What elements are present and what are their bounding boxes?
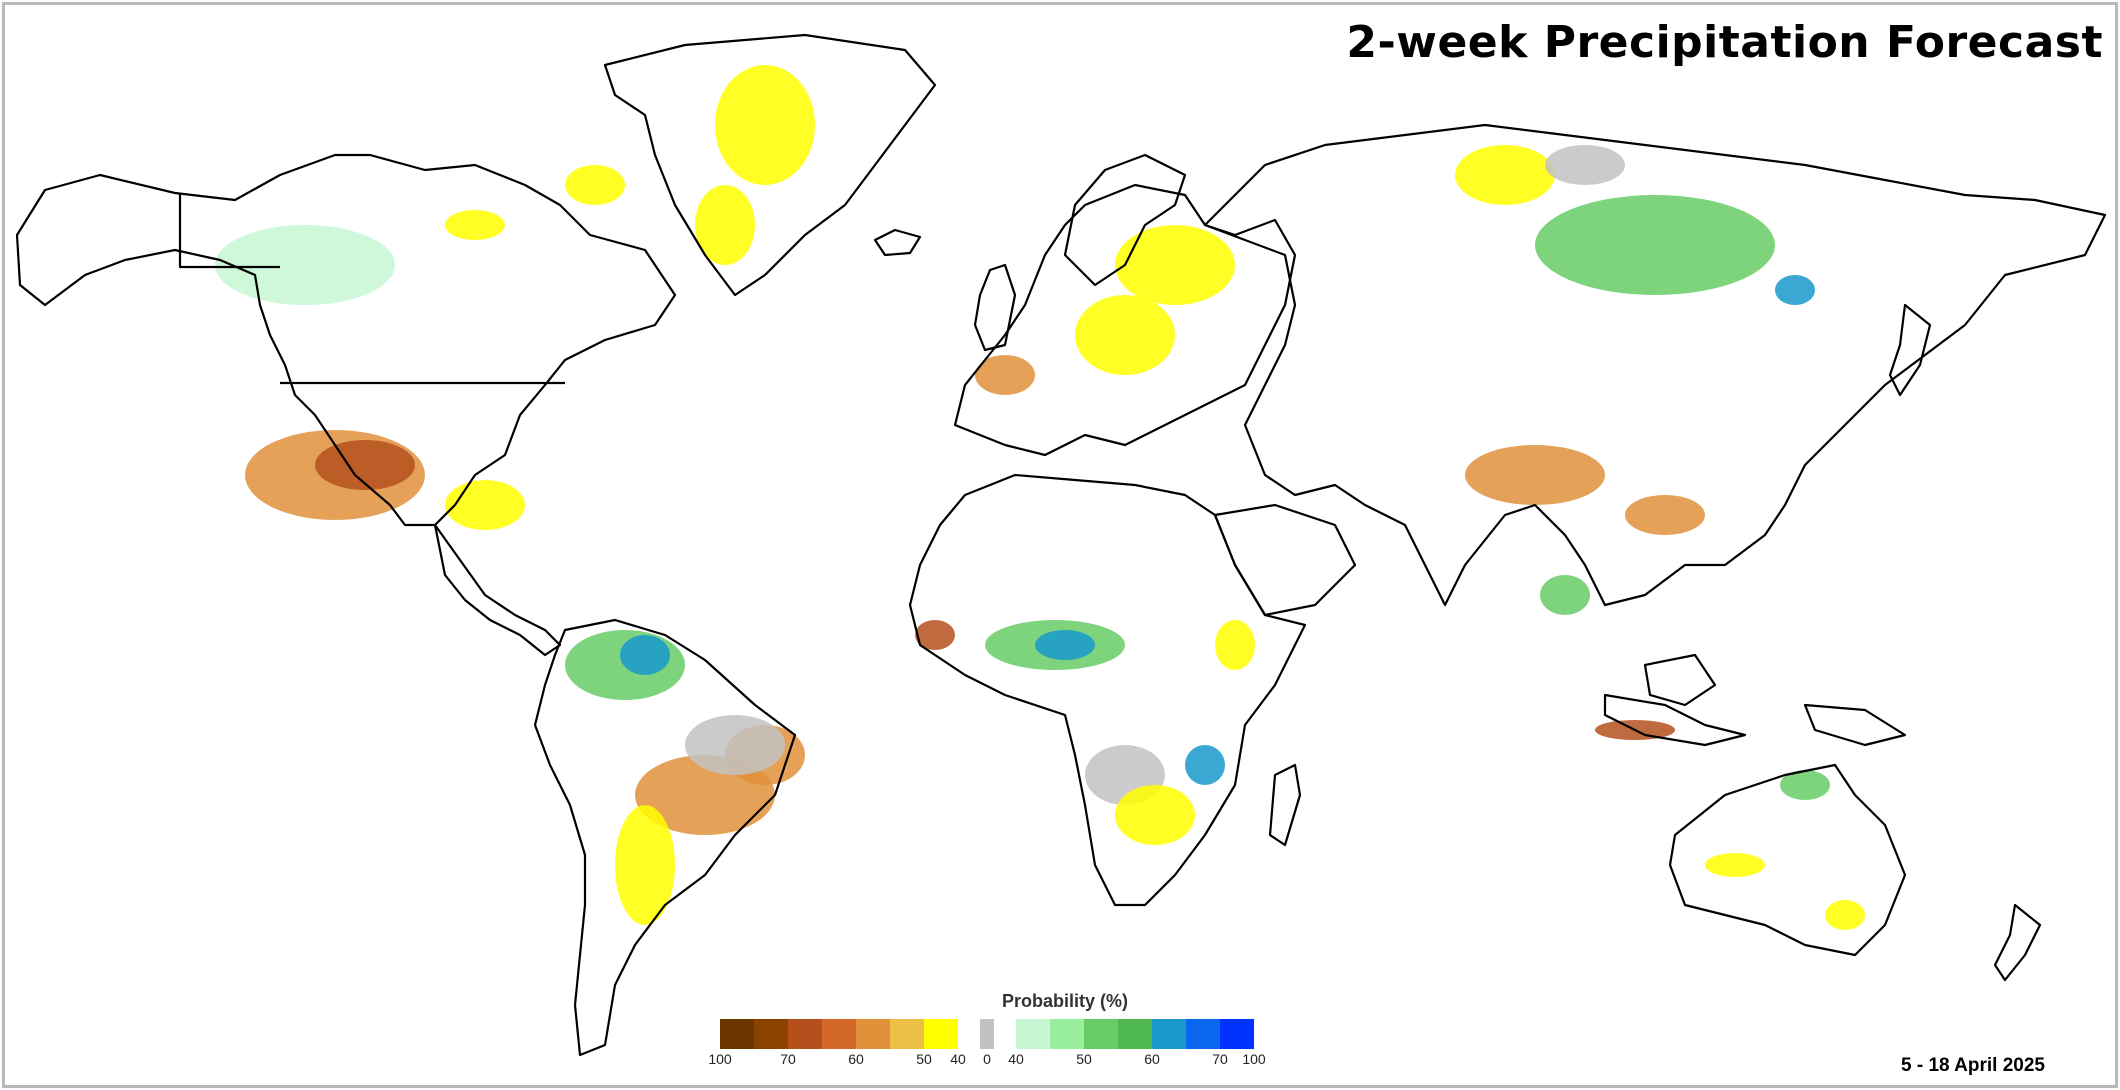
legend-neutral-cell — [980, 1019, 994, 1049]
legend-tick-label: 0 — [983, 1051, 991, 1067]
forecast-region — [695, 185, 755, 265]
forecast-region — [1075, 295, 1175, 375]
forecast-region — [1625, 495, 1705, 535]
forecast-region — [1705, 853, 1765, 877]
forecast-region — [1540, 575, 1590, 615]
legend-tick-label: 70 — [1212, 1051, 1228, 1067]
legend-color-cell — [1084, 1019, 1118, 1049]
forecast-region — [1545, 145, 1625, 185]
forecast-region — [565, 165, 625, 205]
arabian-peninsula-outline — [1213, 503, 1357, 617]
forecast-region — [715, 65, 815, 185]
legend-color-cell — [1016, 1019, 1050, 1049]
legend-tick-label: 60 — [848, 1051, 864, 1067]
forecast-region — [975, 355, 1035, 395]
new-guinea-outline — [1803, 703, 1907, 747]
legend-color-cell — [788, 1019, 822, 1049]
legend-tick-label: 40 — [1008, 1051, 1024, 1067]
coastline-layer — [15, 33, 2107, 1057]
legend-tick-label: 100 — [1242, 1051, 1266, 1067]
north-america-outline — [15, 153, 677, 527]
legend-color-cell — [822, 1019, 856, 1049]
new-zealand-outline — [1993, 903, 2042, 982]
forecast-region — [1780, 770, 1830, 800]
forecast-region — [1115, 785, 1195, 845]
legend-color-cell — [720, 1019, 754, 1049]
forecast-region — [1465, 445, 1605, 505]
australia-outline — [1668, 763, 1907, 957]
legend-tick-label: 50 — [1076, 1051, 1092, 1067]
madagascar-outline — [1268, 763, 1302, 847]
legend-color-cell — [1118, 1019, 1152, 1049]
forecast-region — [1185, 745, 1225, 785]
canada-us-border — [178, 193, 280, 269]
legend-color-cell — [754, 1019, 788, 1049]
forecast-region — [445, 480, 525, 530]
forecast-region — [620, 635, 670, 675]
date-range: 5 - 18 April 2025 — [1901, 1055, 2045, 1076]
forecast-region — [1215, 620, 1255, 670]
forecast-fill-layer — [215, 65, 1865, 930]
legend-color-bar — [705, 1019, 1425, 1049]
legend-color-cell — [1186, 1019, 1220, 1049]
forecast-region — [685, 715, 785, 775]
legend-tick-label: 70 — [780, 1051, 796, 1067]
indonesia-outline — [1603, 693, 1747, 747]
greenland-outline — [603, 33, 937, 297]
legend-color-cell — [856, 1019, 890, 1049]
legend-color-cell — [924, 1019, 958, 1049]
page-title: 2-week Precipitation Forecast — [1346, 17, 2103, 68]
iceland-outline — [873, 228, 922, 257]
legend-color-cell — [1220, 1019, 1254, 1049]
probability-legend: Probability (%) 100 70 60 50 40 0 40 50 60 70 100 — [705, 987, 1425, 1067]
uk-outline — [973, 263, 1017, 352]
africa-outline — [908, 473, 1307, 907]
world-map — [15, 33, 2107, 1057]
legend-tick-label: 100 — [708, 1051, 732, 1067]
legend-color-cell — [890, 1019, 924, 1049]
forecast-region — [615, 805, 675, 925]
forecast-region — [445, 210, 505, 240]
japan-outline — [1888, 303, 1932, 397]
borneo-outline — [1643, 653, 1717, 707]
legend-tick-label: 60 — [1144, 1051, 1160, 1067]
europe-outline — [953, 183, 1297, 457]
forecast-region — [1115, 225, 1235, 305]
forecast-region — [1035, 630, 1095, 660]
legend-color-cell — [1050, 1019, 1084, 1049]
forecast-region — [1775, 275, 1815, 305]
forecast-region — [1825, 900, 1865, 930]
forecast-region — [1455, 145, 1555, 205]
legend-title: Probability (%) — [1001, 991, 1128, 1011]
legend-tick-label: 50 — [916, 1051, 932, 1067]
scandinavia-outline — [1063, 153, 1187, 287]
south-america-outline — [533, 618, 797, 1057]
forecast-region — [215, 225, 395, 305]
forecast-region — [1535, 195, 1775, 295]
central-america-outline — [433, 523, 562, 657]
asia-outline — [1203, 123, 2107, 607]
forecast-region — [915, 620, 955, 650]
legend-color-cell — [1152, 1019, 1186, 1049]
legend-tick-label: 40 — [950, 1051, 966, 1067]
